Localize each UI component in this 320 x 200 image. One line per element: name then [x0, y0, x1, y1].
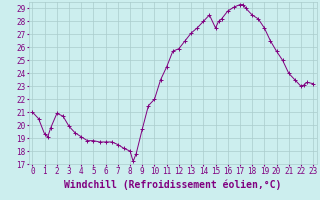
X-axis label: Windchill (Refroidissement éolien,°C): Windchill (Refroidissement éolien,°C) [64, 179, 282, 190]
